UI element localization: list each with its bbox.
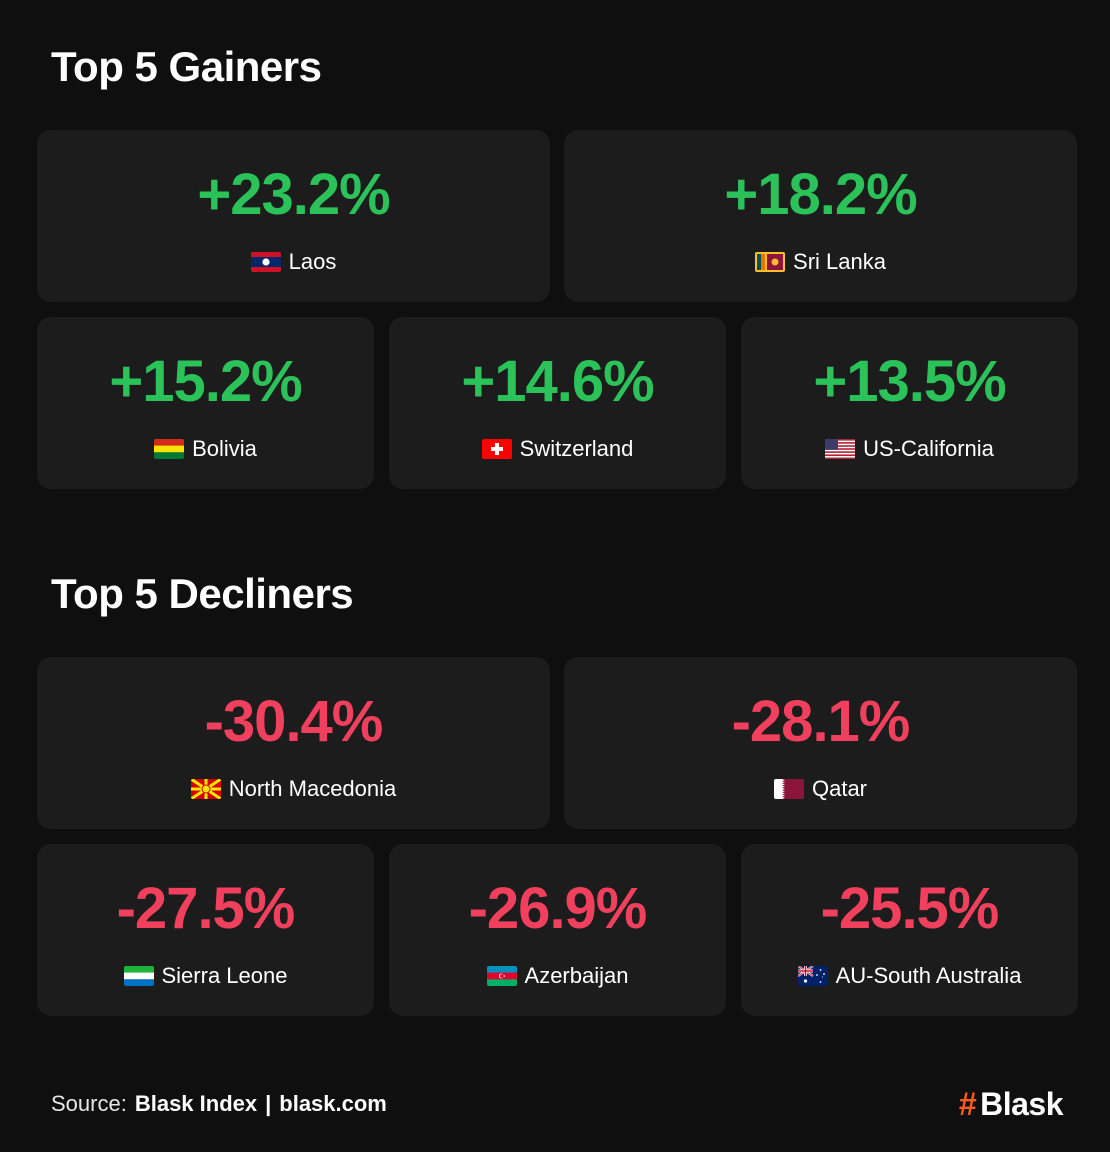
hash-icon: # [958, 1086, 977, 1122]
gainer-country: Bolivia [192, 436, 257, 461]
laos-flag-icon [250, 252, 281, 272]
gainer-value: +13.5% [813, 349, 1006, 414]
decliner-country: Qatar [811, 776, 868, 801]
azerbaijan-flag-icon [486, 966, 517, 986]
gainers-title: Top 5 Gainers [51, 43, 322, 90]
decliner-value: -28.1% [731, 689, 911, 754]
gainer-card: +13.5% US-California [741, 317, 1078, 489]
decliner-country: North Macedonia [228, 776, 397, 801]
decliners-title: Top 5 Decliners [51, 570, 354, 617]
sierra-leone-flag-icon [123, 966, 154, 986]
bolivia-flag-icon [154, 439, 185, 459]
gainer-value: +18.2% [724, 162, 917, 227]
gainer-country: Sri Lanka [793, 249, 886, 274]
source-separator: | [265, 1091, 272, 1116]
gainer-card: +18.2% Sri Lanka [564, 130, 1077, 302]
decliner-label: Qatar [773, 776, 868, 801]
decliner-label: Sierra Leone [123, 963, 288, 988]
gainer-value: +23.2% [197, 162, 390, 227]
gainer-label: Bolivia [154, 438, 257, 460]
gainer-label: US-California [825, 438, 994, 460]
gainer-label: Switzerland [481, 436, 634, 461]
decliner-value: -26.9% [468, 876, 648, 941]
gainer-card: +14.6% Switzerland [389, 317, 726, 489]
gainer-card: +15.2% Bolivia [37, 317, 374, 489]
qatar-flag-icon [773, 779, 804, 799]
decliner-value: -27.5% [116, 876, 296, 941]
australia-flag-icon [797, 966, 828, 986]
switzerland-flag-icon [481, 439, 512, 459]
blask-logo: # Blask [958, 1086, 1064, 1123]
gainer-value: +15.2% [109, 349, 302, 414]
gainer-label: Sri Lanka [755, 251, 886, 273]
decliner-country: Azerbaijan [524, 963, 629, 988]
logo-text: Blask [980, 1086, 1063, 1122]
decliner-label: North Macedonia [190, 776, 397, 801]
source-footer: Source: Blask Index | blask.com [51, 1091, 387, 1117]
us-flag-icon [825, 439, 856, 459]
decliner-card: -26.9% Azerbaijan [389, 844, 726, 1016]
decliner-label: Azerbaijan [486, 963, 629, 988]
gainer-country: Switzerland [519, 436, 634, 461]
gainer-label: Laos [250, 249, 337, 274]
source-name: Blask Index [134, 1091, 258, 1116]
sri-lanka-flag-icon [755, 252, 786, 272]
gainer-card: +23.2% Laos [37, 130, 550, 302]
decliner-card: -27.5% Sierra Leone [37, 844, 374, 1016]
gainer-country: Laos [288, 249, 337, 274]
gainer-value: +14.6% [461, 349, 654, 414]
decliner-value: -30.4% [204, 689, 384, 754]
decliner-card: -28.1% Qatar [564, 657, 1077, 829]
decliner-card: -30.4% North Macedonia [37, 657, 550, 829]
source-url[interactable]: blask.com [279, 1091, 387, 1116]
source-label: Source: [51, 1091, 127, 1116]
gainer-country: US-California [863, 436, 994, 461]
decliner-country: AU-South Australia [835, 963, 1022, 988]
decliner-country: Sierra Leone [161, 963, 288, 988]
decliner-label: AU-South Australia [797, 963, 1022, 988]
decliner-card: -25.5% AU-South Australia [741, 844, 1078, 1016]
north-macedonia-flag-icon [190, 779, 221, 799]
decliner-value: -25.5% [820, 876, 1000, 941]
